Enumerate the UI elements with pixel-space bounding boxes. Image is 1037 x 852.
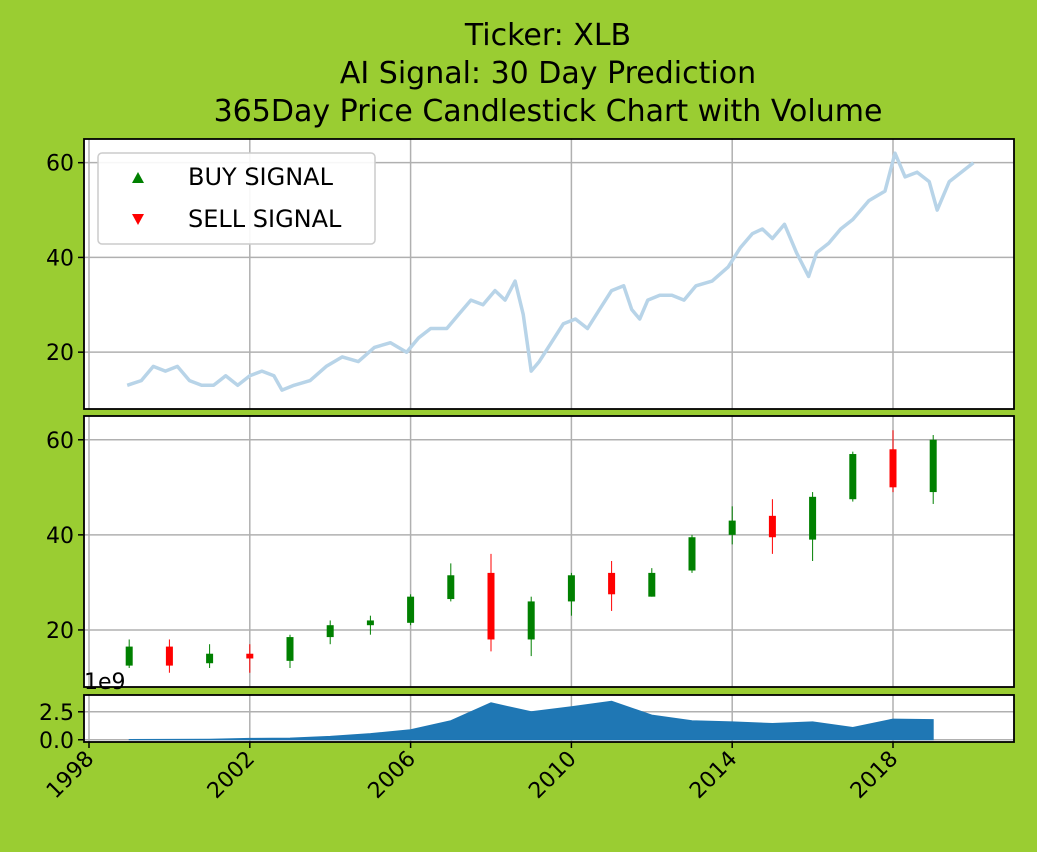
price-ytick-label-0: 20 [46,341,74,366]
candle-body-2006 [407,596,415,623]
candle-body-2019 [929,439,937,493]
candle-border [83,415,1015,688]
volume-ytick-label-0: 0.0 [39,729,74,754]
candlestick-panel: 20 40 60 [46,415,1015,688]
volume-offset-label: 1e9 [84,670,126,695]
price-ytick-label-1: 40 [46,246,74,271]
volume-border [83,694,1015,743]
candle-body-2011 [608,572,616,595]
candle-body-2005 [366,620,374,626]
candle-ytick-label-1: 40 [46,524,74,549]
volume-panel: 0.0 2.5 1e9 [39,670,1015,754]
candle-body-2017 [849,454,857,500]
price-ytick-label-2: 60 [46,152,74,177]
chart-title-line-2: AI Signal: 30 Day Prediction [340,56,756,91]
price-border [83,138,1015,410]
candle-body-2002 [246,653,254,659]
legend-buy-label: BUY SIGNAL [188,163,334,191]
candle-ytick-label-0: 20 [46,619,74,644]
legend-sell-label: SELL SIGNAL [188,205,342,233]
price-series-line [126,151,975,392]
legend-box [97,152,376,245]
volume-ytick-label-1: 2.5 [39,701,74,726]
candle-body-2001 [206,653,214,664]
candle-body-2013 [688,537,696,571]
candle-body-2016 [809,496,817,540]
candle-body-2009 [527,601,535,640]
volume-area [128,700,934,741]
legend: BUY SIGNAL SELL SIGNAL [97,152,376,245]
candle-body-1999 [125,646,133,666]
candle-body-2018 [889,449,897,488]
candle-body-2015 [768,515,776,538]
candle-body-2007 [447,575,455,600]
buy-signal-marker-icon [132,172,144,183]
candle-body-2003 [286,637,294,661]
candle-body-2012 [648,572,656,597]
candle-body-2010 [567,575,575,602]
candle-body-2000 [165,646,173,666]
candle-body-2004 [326,625,334,638]
chart-title-line-1: Ticker: XLB [464,18,631,53]
candle-body-2008 [487,572,495,640]
candle-plot-area [84,416,1014,687]
candle-ytick-label-2: 60 [46,429,74,454]
sell-signal-marker-icon [132,214,144,225]
chart-title-line-3: 365Day Price Candlestick Chart with Volu… [214,94,883,129]
candle-body-2014 [728,520,736,535]
